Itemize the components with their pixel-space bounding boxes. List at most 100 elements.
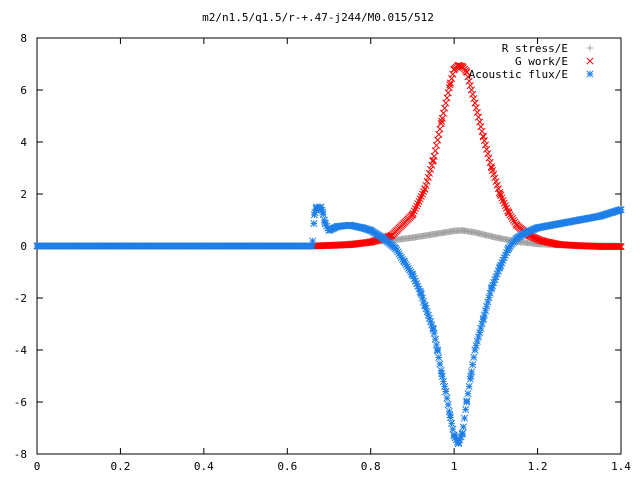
y-axis: -8 -6 -4 -2 0 2 4 6 8 (14, 32, 621, 461)
data-point (617, 206, 625, 214)
x-tick-label: 0.4 (194, 460, 214, 473)
data-point (472, 104, 480, 112)
data-point (481, 141, 490, 149)
data-point (464, 390, 472, 398)
data-point (617, 242, 625, 251)
data-point (434, 136, 442, 144)
data-point (448, 419, 456, 427)
x-tick-label: 0 (34, 460, 41, 473)
data-point (446, 79, 455, 87)
data-point (459, 423, 467, 431)
legend-marker (586, 70, 594, 78)
data-point (442, 388, 450, 396)
data-point (538, 237, 546, 245)
y-tick-label: 8 (20, 32, 27, 45)
data-point (435, 130, 443, 139)
data-point (448, 75, 456, 83)
y-tick-label: -4 (14, 344, 28, 357)
data-point (613, 242, 622, 251)
data-point (454, 61, 462, 69)
data-point (472, 342, 480, 350)
data-point (386, 232, 394, 240)
data-point (408, 271, 416, 279)
data-point (408, 211, 416, 219)
legend-label: R stress/E (502, 42, 568, 55)
data-point (474, 333, 483, 341)
data-point (310, 211, 318, 219)
data-point (467, 86, 476, 94)
data-point (433, 346, 442, 354)
data-point (325, 241, 333, 250)
data-point (308, 242, 316, 250)
data-point (429, 325, 437, 333)
data-point (333, 222, 341, 231)
y-tick-label: 4 (20, 136, 27, 149)
data-point (485, 294, 493, 302)
data-point (458, 63, 467, 71)
x-tick-label: 1.4 (611, 460, 631, 473)
data-point (486, 158, 494, 166)
data-point (484, 150, 492, 158)
data-point (484, 298, 492, 306)
y-tick-label: 6 (20, 84, 27, 97)
data-point (437, 119, 445, 128)
data-point (449, 70, 457, 78)
data-point (458, 429, 467, 437)
chart-title: m2/n1.5/q1.5/r-+.47-j244/M0.015/512 (202, 11, 434, 24)
data-point (478, 127, 486, 135)
data-point (421, 185, 429, 193)
data-point (450, 432, 458, 440)
x-tick-label: 0.2 (110, 460, 130, 473)
data-point (446, 81, 454, 89)
data-point (476, 118, 484, 126)
data-point (432, 141, 441, 149)
data-point (473, 337, 481, 345)
data-point (479, 315, 487, 323)
data-point (367, 238, 375, 246)
x-tick-label: 0.8 (361, 460, 381, 473)
data-point (444, 401, 452, 409)
legend-marker (586, 44, 594, 52)
data-point (463, 398, 471, 406)
data-point (456, 62, 464, 70)
data-point (554, 240, 562, 248)
data-point (379, 234, 387, 242)
data-point (486, 289, 494, 297)
data-point (513, 234, 521, 242)
data-point (487, 163, 495, 171)
data-point (554, 220, 562, 228)
data-point (454, 440, 462, 448)
data-point (504, 208, 512, 216)
data-point (483, 302, 491, 310)
data-point (462, 405, 470, 414)
data-point (460, 414, 469, 422)
data-point (483, 145, 491, 153)
data-point (427, 165, 435, 173)
data-point (471, 99, 479, 107)
x-axis: 0 0.2 0.4 0.6 0.8 1 1.2 1.4 (34, 38, 631, 473)
data-point (435, 353, 443, 362)
data-point (400, 258, 408, 266)
data-point (428, 161, 436, 169)
data-point (431, 147, 439, 155)
data-point (346, 221, 354, 229)
series-acoustic-flux-e (33, 203, 625, 448)
data-point (504, 245, 512, 253)
data-point (470, 353, 478, 361)
data-point (496, 263, 504, 271)
data-point (477, 123, 485, 131)
data-point (417, 289, 425, 297)
data-point (358, 224, 366, 232)
legend-label: G work/E (515, 55, 568, 68)
data-point (319, 208, 327, 216)
data-point (423, 177, 431, 185)
data-point (450, 227, 458, 235)
data-point (424, 173, 432, 181)
data-point (474, 113, 483, 121)
data-point (609, 208, 617, 216)
data-point (430, 329, 438, 337)
data-point (425, 169, 434, 177)
data-point (504, 207, 512, 215)
data-point (479, 133, 487, 141)
